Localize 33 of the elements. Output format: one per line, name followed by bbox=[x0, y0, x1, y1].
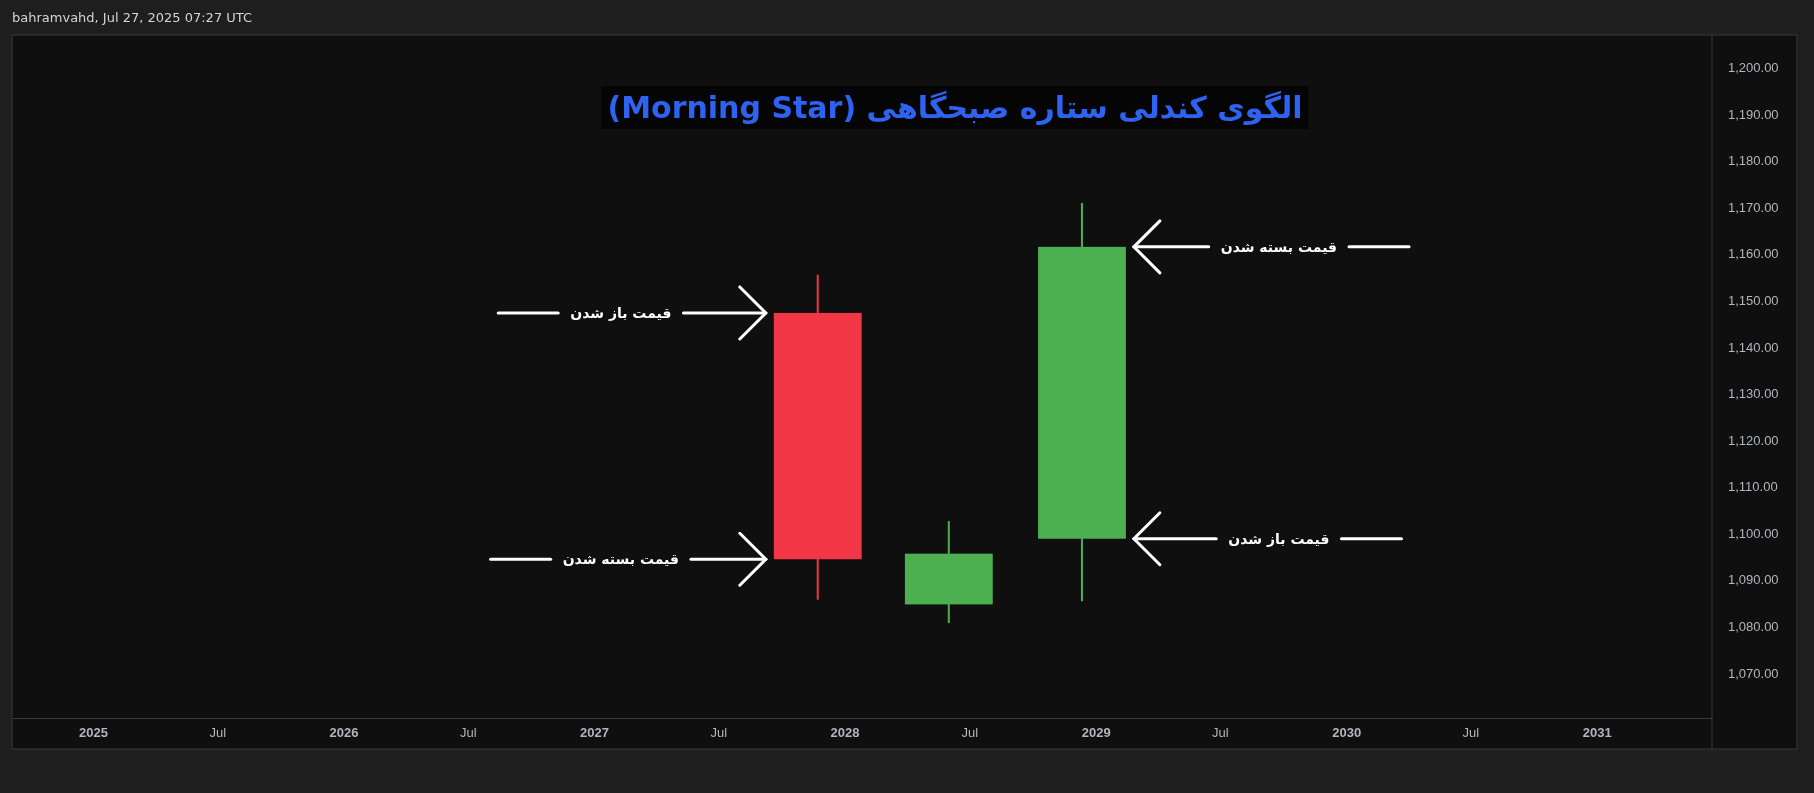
y-tick-label: 1,150.00 bbox=[1728, 293, 1779, 309]
x-tick-label: Jul bbox=[1462, 725, 1480, 741]
text: bahramvahd, Jul 27, 2025 07:27 UTC bbox=[12, 10, 253, 25]
y-tick-label: 1,180.00 bbox=[1728, 153, 1779, 169]
x-tick-label: 2029 bbox=[1081, 725, 1111, 741]
x-tick-label: Jul bbox=[710, 725, 728, 741]
y-tick-label: 1,080.00 bbox=[1728, 618, 1779, 634]
annotation: قیمت باز شدن bbox=[570, 304, 672, 321]
x-tick-label: 2030 bbox=[1332, 725, 1362, 741]
x-tick-label: 2031 bbox=[1582, 725, 1612, 741]
x-tick-label: Jul bbox=[459, 725, 477, 741]
y-tick-label: 1,120.00 bbox=[1728, 432, 1779, 448]
y-tick-label: 1,160.00 bbox=[1728, 246, 1779, 262]
x-tick-label: 2026 bbox=[329, 725, 359, 741]
y-tick-label: 1,130.00 bbox=[1728, 386, 1779, 402]
annotation: قیمت بسته شدن bbox=[1220, 238, 1338, 255]
y-tick-label: 1,200.00 bbox=[1728, 60, 1779, 76]
x-tick-label: 2028 bbox=[830, 725, 860, 741]
y-tick-label: 1,100.00 bbox=[1728, 525, 1779, 541]
y-tick-label: 1,140.00 bbox=[1728, 339, 1779, 355]
y-tick-label: 1,070.00 bbox=[1728, 665, 1779, 681]
x-tick-label: Jul bbox=[209, 725, 227, 741]
x-tick-label: 2027 bbox=[580, 725, 609, 741]
y-tick-label: 1,170.00 bbox=[1728, 199, 1779, 215]
y-tick-label: 1,190.00 bbox=[1728, 106, 1779, 122]
y-tick-label: 1,110.00 bbox=[1728, 479, 1778, 495]
annotation: قیمت باز شدن bbox=[1228, 530, 1330, 547]
annotation: قیمت بسته شدن bbox=[562, 551, 679, 568]
x-tick-label: Jul bbox=[1212, 725, 1229, 741]
x-tick-label: 2025 bbox=[79, 725, 108, 741]
text: الگوی کندلی ستاره صبحگاهی (Morning Star) bbox=[607, 90, 1303, 125]
y-tick-label: 1,090.00 bbox=[1728, 572, 1779, 588]
x-tick-label: Jul bbox=[961, 725, 979, 741]
